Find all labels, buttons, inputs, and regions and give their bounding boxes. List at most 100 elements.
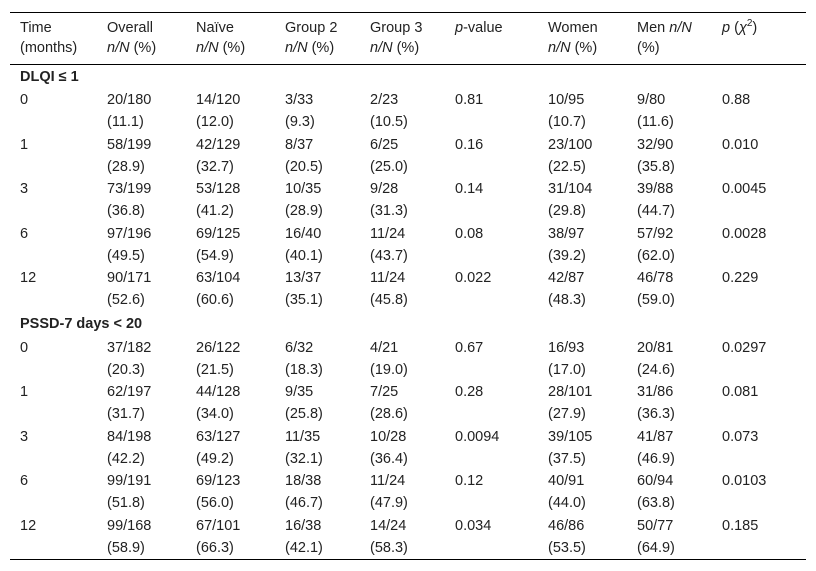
data-cell: 42/129 (32.7) <box>196 134 285 179</box>
header-line: Men n/N <box>637 18 722 38</box>
cell-text: 26/122 <box>196 339 241 356</box>
cell-text: 3 <box>20 428 29 445</box>
cell-text: (59.0) <box>637 292 675 308</box>
data-cell: 0.08 <box>455 223 548 268</box>
cell-text: 97/196 <box>107 225 152 242</box>
data-cell: 46/78 (59.0) <box>637 267 722 312</box>
data-cell: 16/93 (17.0) <box>548 337 637 382</box>
cell-text: 0.12 <box>455 473 484 489</box>
data-cell: 39/88 (44.7) <box>637 178 722 223</box>
cell-text: 23/100 <box>548 136 593 153</box>
cell-text: 99/191 <box>107 473 152 489</box>
data-row: 12 99/168 (58.9) 67/101 (66.3) 16/38 (42.1) 14/… <box>10 514 806 560</box>
cell-text: (41.2) <box>196 203 234 219</box>
cell-text: 9/80 <box>637 92 666 108</box>
cell-text: 14/24 <box>370 517 407 534</box>
cell-text: 0.0094 <box>455 428 500 445</box>
header-text: Overall <box>107 20 153 36</box>
data-cell: 39/105 (37.5) <box>548 426 637 471</box>
header-line: n/N (%) <box>285 38 370 58</box>
cell-text: 0 <box>20 92 29 108</box>
header-cell: Overall n/N (%) <box>107 12 196 65</box>
data-cell: 44/128 (34.0) <box>196 381 285 426</box>
cell-text: (31.7) <box>107 406 145 422</box>
cell-text: (17.0) <box>548 361 586 378</box>
cell-text: (27.9) <box>548 406 586 422</box>
data-cell: 6 <box>10 223 107 268</box>
cell-text: 0.022 <box>455 270 492 286</box>
header-text: ) <box>752 20 758 36</box>
cell-text: (58.3) <box>370 539 408 556</box>
header-line: (months) <box>20 38 107 58</box>
cell-text: (9.3) <box>285 114 315 130</box>
cell-text: 8/37 <box>285 136 314 153</box>
cell-text: 0.88 <box>722 92 751 108</box>
cell-text: 62/197 <box>107 384 152 400</box>
cell-text: 38/97 <box>548 225 585 242</box>
data-table: Time (months) Overall n/N (%) Naïve n/N (%) Gr… <box>10 12 806 560</box>
cell-text: (64.9) <box>637 539 675 556</box>
cell-text: 6 <box>20 225 29 242</box>
cell-text: 10/28 <box>370 428 407 445</box>
cell-text: 0.16 <box>455 136 484 153</box>
header-line: Group 2 <box>285 18 370 38</box>
data-row: 0 20/180 (11.1) 14/120 (12.0) 3/33 (9.3) 2/23 (1… <box>10 89 806 134</box>
data-row: 0 37/182 (20.3) 26/122 (21.5) 6/32 (18.3) 4/21 (… <box>10 337 806 382</box>
data-cell: 0.12 <box>455 470 548 515</box>
header-line: Group 3 <box>370 18 455 38</box>
data-cell: 20/81 (24.6) <box>637 337 722 382</box>
cell-text: (28.9) <box>285 203 323 219</box>
cell-text: 46/86 <box>548 517 585 534</box>
cell-text: 9/28 <box>370 181 399 197</box>
cell-text: 20/81 <box>637 339 674 356</box>
cell-text: (10.5) <box>370 114 408 130</box>
header-text: Men <box>637 20 670 36</box>
cell-text: (54.9) <box>196 247 234 264</box>
cell-text: 31/86 <box>637 384 674 400</box>
cell-text: 50/77 <box>637 517 674 534</box>
cell-text: (40.1) <box>285 247 323 264</box>
data-row: 1 62/197 (31.7) 44/128 (34.0) 9/35 (25.8) 7/25 (… <box>10 381 806 426</box>
data-cell: 3 <box>10 426 107 471</box>
data-cell: 53/128 (41.2) <box>196 178 285 223</box>
cell-text: 40/91 <box>548 473 585 489</box>
data-cell: 0.67 <box>455 337 548 382</box>
data-row: 1 58/199 (28.9) 42/129 (32.7) 8/37 (20.5) 6/25 (… <box>10 134 806 179</box>
cell-text: (42.2) <box>107 450 145 467</box>
cell-text: 0.081 <box>722 384 759 400</box>
cell-text: 0.28 <box>455 384 484 400</box>
data-cell: 0.28 <box>455 381 548 426</box>
data-row: 3 84/198 (42.2) 63/127 (49.2) 11/35 (32.1) 10/2… <box>10 426 806 471</box>
data-row: 3 73/199 (36.8) 53/128 (41.2) 10/35 (28.9) 9/28… <box>10 178 806 223</box>
data-cell: 38/97 (39.2) <box>548 223 637 268</box>
cell-text: (28.6) <box>370 406 408 422</box>
header-line: (%) <box>637 38 722 58</box>
cell-text: (56.0) <box>196 495 234 511</box>
data-cell: 0.073 <box>722 426 806 471</box>
header-line: n/N (%) <box>548 38 637 58</box>
data-cell: 12 <box>10 267 107 312</box>
header-text: p <box>722 20 731 36</box>
cell-text: 69/123 <box>196 473 241 489</box>
section-row: DLQI ≤ 1 <box>10 65 806 90</box>
header-text: χ <box>738 20 747 36</box>
header-cell: p (χ2) <box>722 12 806 65</box>
header-text: Group 2 <box>285 20 338 36</box>
cell-text: (31.3) <box>370 203 408 219</box>
header-text: (%) <box>570 40 598 56</box>
cell-text: 32/90 <box>637 136 674 153</box>
header-line: Overall <box>107 18 196 38</box>
cell-text: (32.1) <box>285 450 323 467</box>
cell-text: (51.8) <box>107 495 145 511</box>
cell-text: 0.81 <box>455 92 484 108</box>
cell-text: (28.9) <box>107 158 145 175</box>
data-cell: 69/125 (54.9) <box>196 223 285 268</box>
cell-text: 0 <box>20 339 29 356</box>
cell-text: 37/182 <box>107 339 152 356</box>
cell-text: 0.08 <box>455 225 484 242</box>
cell-text: (44.0) <box>548 495 586 511</box>
header-text: n/N <box>107 40 130 56</box>
cell-text: 12 <box>20 517 37 534</box>
data-cell: 4/21 (19.0) <box>370 337 455 382</box>
data-cell: 8/37 (20.5) <box>285 134 370 179</box>
